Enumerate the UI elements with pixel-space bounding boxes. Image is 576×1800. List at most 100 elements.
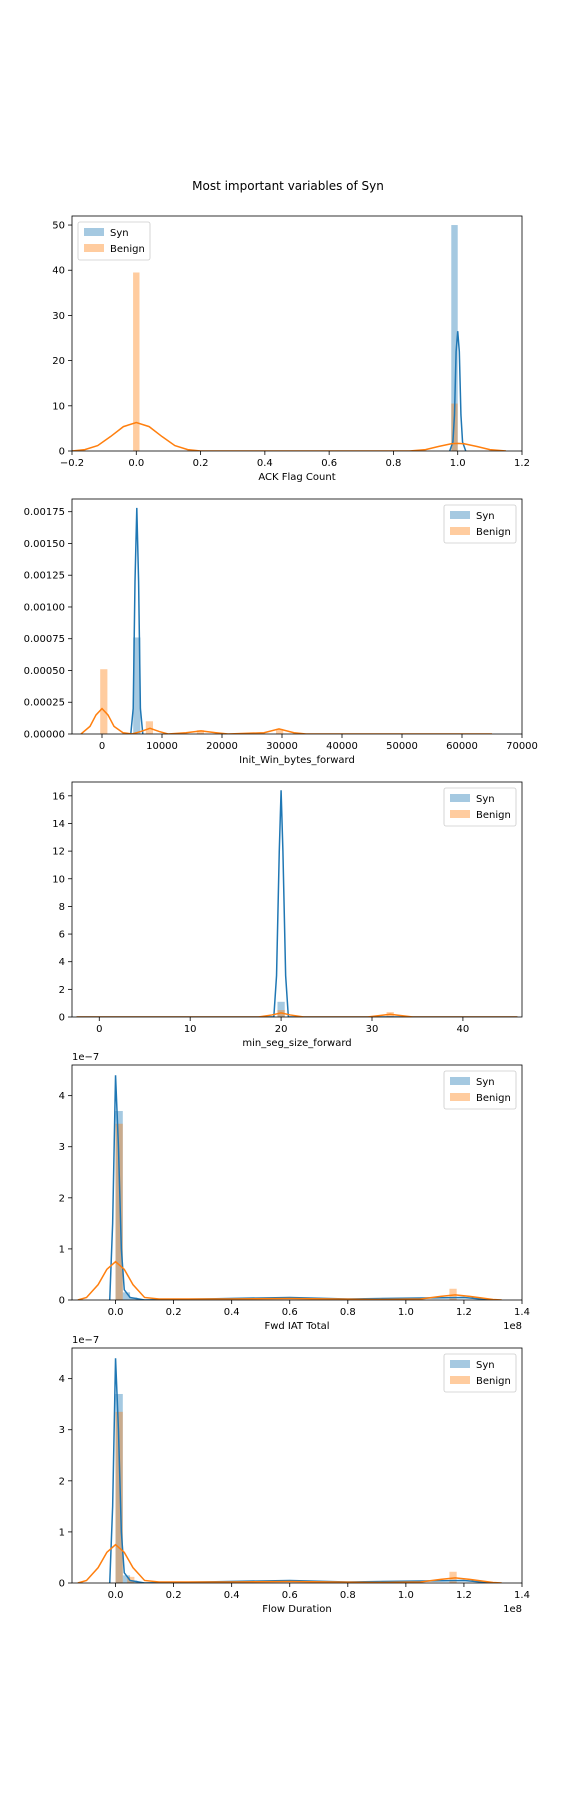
x-tick-label: 70000 <box>506 741 538 752</box>
y-tick-label: 2 <box>59 1193 65 1204</box>
x-tick-label: 1.0 <box>398 1590 414 1601</box>
histogram-bar-benign-4 <box>276 728 284 734</box>
x-axis-label: Init_Win_bytes_forward <box>239 755 355 766</box>
y-tick-label: 0 <box>59 1579 65 1590</box>
legend-swatch-benign <box>450 527 470 535</box>
legend-swatch-benign <box>450 1376 470 1384</box>
subplots: −0.2 0.0 0.2 0.4 0.6 0.8 1.0 1.201020304050ACK … <box>24 215 538 1615</box>
y-tick-label: 16 <box>52 791 65 802</box>
y-tick-label: 3 <box>59 1142 65 1153</box>
legend-label-benign: Benign <box>476 1376 511 1387</box>
x-tick-label: 0.4 <box>224 1307 240 1318</box>
kde-line-benign <box>80 707 492 734</box>
y-tick-label: 0.00000 <box>24 730 65 741</box>
legend-label-benign: Benign <box>476 810 511 821</box>
kde-line-syn <box>76 790 518 1017</box>
axes-frame <box>71 1064 523 1301</box>
y-tick-label: 0.00050 <box>24 666 65 677</box>
legend: Syn Benign <box>443 1353 517 1393</box>
x-tick-label: 1.2 <box>514 458 530 469</box>
y-tick-label: 2 <box>59 985 65 996</box>
x-tick-label: 50000 <box>386 741 418 752</box>
y-tick-label: 0 <box>59 447 65 458</box>
histogram-bar-benign-1 <box>100 669 108 734</box>
y-tick-label: 0.00125 <box>24 571 65 582</box>
x-tick-label: 0.2 <box>193 458 209 469</box>
plot-area <box>77 1075 502 1300</box>
y-offset-label: 1e−7 <box>72 1335 99 1346</box>
y-tick-label: 0.00150 <box>24 539 65 550</box>
legend-box <box>443 1070 517 1110</box>
y-tick-label: 40 <box>52 266 65 277</box>
y-tick-label: 0.00075 <box>24 634 65 645</box>
histogram-bar-syn-1 <box>133 637 141 734</box>
legend-box <box>443 504 517 544</box>
y-tick-label: 20 <box>52 356 65 367</box>
x-tick-label: 30000 <box>266 741 298 752</box>
x-tick-label: 40000 <box>326 741 358 752</box>
x-axis-label: Fwd IAT Total <box>264 1321 329 1332</box>
y-tick-label: 0 <box>59 1013 65 1024</box>
x-tick-label: 0.4 <box>224 1590 240 1601</box>
kde-line-syn <box>130 507 144 734</box>
x-tick-label: 30 <box>366 1024 379 1035</box>
subplot-2: 0 10000 20000 30000 40000 50000 60000 70000 0.00… <box>24 498 538 766</box>
x-tick-label: 0 <box>99 741 105 752</box>
x-tick-label: 1.0 <box>398 1307 414 1318</box>
legend: Syn Benign <box>443 504 517 544</box>
histogram-bar-syn-1 <box>277 1001 285 1017</box>
x-tick-label: 0.2 <box>166 1590 182 1601</box>
x-axis-label: Flow Duration <box>262 1604 331 1615</box>
y-tick-label: 0.00175 <box>24 507 65 518</box>
x-tick-label: 0.8 <box>385 458 401 469</box>
y-tick-label: 4 <box>59 1374 65 1385</box>
y-tick-label: 0.00100 <box>24 602 65 613</box>
x-tick-label: 0.6 <box>282 1307 298 1318</box>
legend-swatch-syn <box>84 228 104 236</box>
legend-box <box>443 1353 517 1393</box>
y-tick-label: 6 <box>59 930 65 941</box>
x-offset-label: 1e8 <box>503 1321 522 1332</box>
kde-line-benign <box>77 1260 502 1300</box>
legend-label-syn: Syn <box>476 794 495 805</box>
x-tick-label: 0.6 <box>282 1590 298 1601</box>
kde-line-syn <box>448 331 467 451</box>
y-tick-label: 8 <box>59 902 65 913</box>
x-tick-label: 0.0 <box>108 1307 124 1318</box>
x-tick-label: 0 <box>96 1024 102 1035</box>
x-tick-label: 0.0 <box>128 458 144 469</box>
x-tick-label: 0.8 <box>340 1590 356 1601</box>
legend-label-syn: Syn <box>110 228 129 239</box>
x-tick-label: 0.6 <box>321 458 337 469</box>
legend-label-syn: Syn <box>476 1360 495 1371</box>
legend-label-benign: Benign <box>476 527 511 538</box>
legend-swatch-benign <box>450 1093 470 1101</box>
x-tick-label: 0.0 <box>108 1590 124 1601</box>
axes-frame <box>71 1347 523 1584</box>
kde-line-benign <box>72 421 506 451</box>
subplot-4: 0.0 0.2 0.4 0.6 0.8 1.0 1.2 1.4 0 1 2 3 4 Fwd IAT Tot… <box>59 1052 530 1332</box>
x-tick-label: 0.4 <box>257 458 273 469</box>
legend-label-benign: Benign <box>110 244 145 255</box>
y-tick-label: 0 <box>59 1296 65 1307</box>
y-tick-label: 14 <box>52 819 65 830</box>
legend-swatch-benign <box>84 244 104 252</box>
legend-swatch-syn <box>450 1360 470 1368</box>
x-tick-label: 0.2 <box>166 1307 182 1318</box>
plot-area <box>72 225 506 451</box>
plot-area <box>80 507 492 734</box>
histogram-bar-syn-1 <box>451 225 458 451</box>
y-tick-label: 1 <box>59 1527 65 1538</box>
legend-box <box>77 221 151 261</box>
x-tick-label: 1.2 <box>456 1307 472 1318</box>
histogram-bar-syn-2 <box>122 1292 131 1300</box>
y-tick-label: 2 <box>59 1476 65 1487</box>
legend-swatch-benign <box>450 810 470 818</box>
y-tick-label: 3 <box>59 1425 65 1436</box>
figure-title: Most important variables of Syn <box>192 179 384 193</box>
x-tick-label: 1.2 <box>456 1590 472 1601</box>
x-tick-label: 1.0 <box>450 458 466 469</box>
legend: Syn Benign <box>443 1070 517 1110</box>
x-tick-label: 0.8 <box>340 1307 356 1318</box>
